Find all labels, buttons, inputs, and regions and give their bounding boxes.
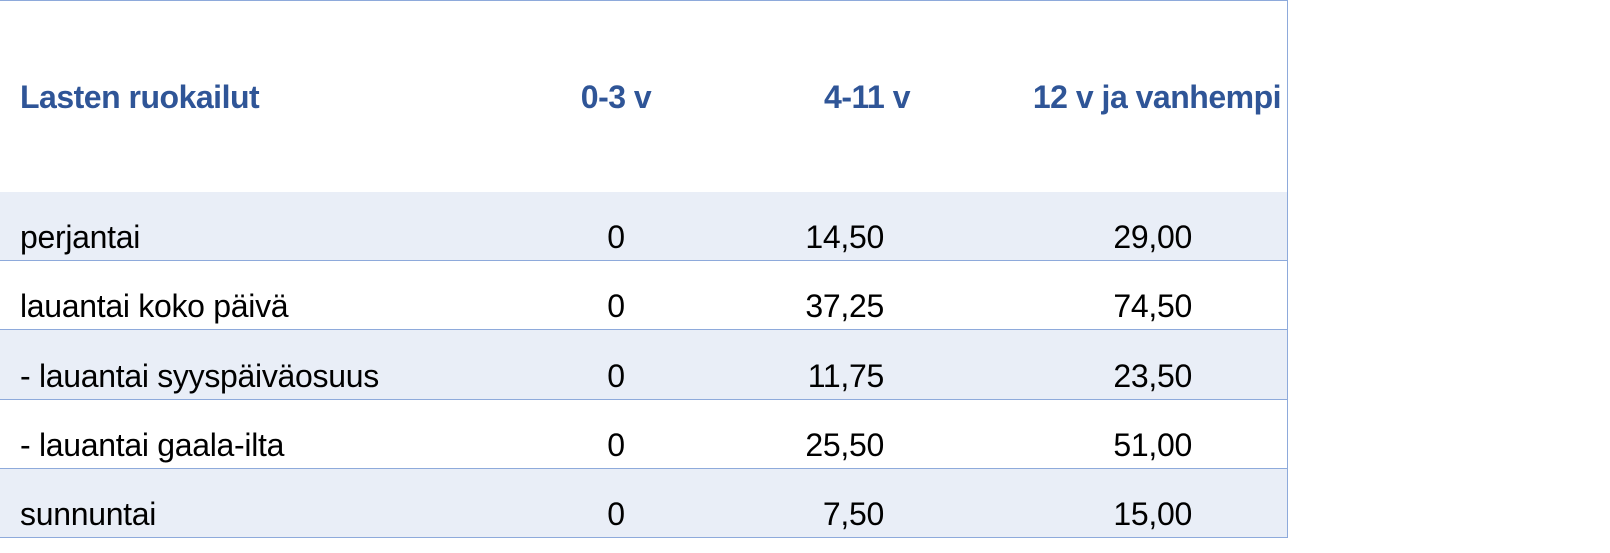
table-cell: 0	[607, 288, 625, 325]
table-cell: 14,50	[805, 219, 884, 256]
table-cell: - lauantai syyspäiväosuus	[20, 357, 379, 394]
table-cell: 0	[607, 495, 625, 532]
table-cell: 0	[607, 426, 625, 463]
table-cell: 0	[607, 219, 625, 256]
table-cell: 7,50	[822, 495, 884, 532]
table-row: - lauantai syyspäiväosuus 0 11,75 23,50	[0, 330, 1287, 400]
table-cell: 51,00	[1113, 426, 1192, 463]
table-cell: 11,75	[807, 357, 885, 394]
table-cell: lauantai koko päivä	[20, 288, 289, 325]
header-cell: 4-11 v	[824, 79, 910, 115]
table-row: sunnuntai 0 7,50 15,00	[0, 468, 1287, 538]
table-cell: perjantai	[20, 219, 141, 256]
header-row: Lasten ruokailut 0-3 v 4-11 v 12 v ja vanhe…	[0, 1, 1287, 193]
table-row: lauantai koko päivä 0 37,25 74,50	[0, 261, 1287, 331]
table-cell: 15,00	[1113, 495, 1192, 532]
table-row: perjantai 0 14,50 29,00	[0, 192, 1287, 262]
table-cell: 37,25	[805, 288, 884, 325]
header-cell: 12 v ja vanhempi	[1032, 79, 1282, 115]
table: Lasten ruokailut 0-3 v 4-11 v 12 v ja vanhe…	[0, 0, 1288, 538]
header-cell: Lasten ruokailut	[20, 79, 260, 115]
table-cell: 29,00	[1113, 219, 1192, 256]
table-cell: 25,50	[805, 426, 884, 463]
table-cell: 74,50	[1113, 288, 1192, 325]
table-cell: sunnuntai	[20, 495, 157, 532]
table-cell: - lauantai gaala-ilta	[20, 426, 285, 463]
table-cell: 0	[607, 357, 625, 394]
table-cell: 23,50	[1113, 357, 1192, 394]
header-cell: 0-3 v	[580, 79, 652, 115]
table-row: - lauantai gaala-ilta 0 25,50 51,00	[0, 399, 1287, 469]
